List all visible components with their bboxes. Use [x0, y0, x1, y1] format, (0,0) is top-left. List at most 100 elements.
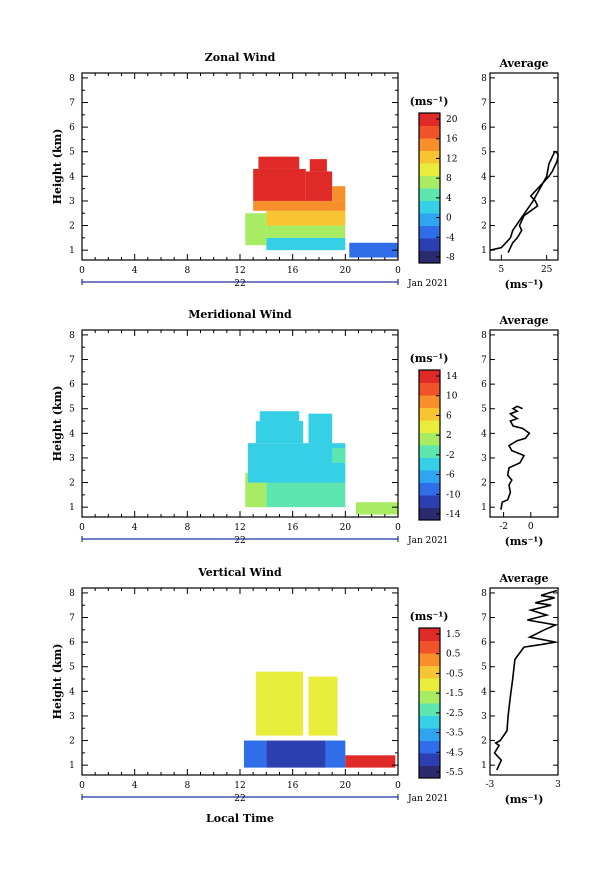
x-tick-label: 8 [184, 781, 190, 791]
average-profile-line [500, 405, 531, 510]
heatmap-cell [345, 755, 396, 768]
heatmap-cell [325, 740, 346, 768]
average-y-tick-label: 1 [481, 761, 487, 771]
average-x-tick-label: 0 [528, 522, 534, 532]
average-x-tick-label: -2 [499, 522, 508, 532]
heatmap-cell [266, 210, 346, 226]
plot-frame [81, 72, 399, 261]
colorbar-swatch [419, 370, 440, 383]
average-y-tick-label: 1 [481, 503, 487, 513]
colorbar-swatch [419, 382, 440, 396]
colorbar-tick-label: -10 [446, 490, 461, 500]
colorbar: 20 16 12 8 4 0 -4 -8 [418, 112, 458, 264]
average-x-label: (ms⁻¹) [505, 535, 544, 548]
y-tick-label: 7 [69, 99, 75, 109]
y-tick-label: 8 [69, 74, 75, 84]
average-y-tick-label: 8 [481, 589, 487, 599]
y-tick-label: 2 [69, 222, 75, 232]
colorbar-swatch [419, 765, 440, 779]
y-tick-label: 7 [69, 356, 75, 366]
x-tick-label: 0 [79, 266, 85, 276]
x-tick-label: 0 [395, 781, 401, 791]
date-label: Jan 2021 [407, 794, 449, 804]
average-x-tick-label: -3 [486, 780, 495, 790]
x-tick-label: 16 [287, 523, 299, 533]
plot-frame [81, 587, 399, 776]
heatmap-cell [332, 186, 346, 201]
y-tick-label: 8 [69, 331, 75, 341]
x-tick-label: 4 [132, 523, 138, 533]
colorbar: 1.5 0.5 -0.5 -1.5 -2.5 -3.5 -4.5 -5.5 [418, 627, 464, 779]
average-y-tick-label: 4 [481, 172, 487, 182]
colorbar-tick-label: -6 [446, 471, 455, 481]
average-frame [489, 587, 559, 776]
x-tick-label: 0 [79, 523, 85, 533]
average-panel: Average 1 2 3 4 5 6 7 8 5 25 (ms⁻¹) [481, 57, 559, 291]
average-x-label: (ms⁻¹) [505, 278, 544, 291]
average-title: Average [498, 572, 548, 585]
colorbar-tick-label: 16 [446, 135, 458, 145]
average-profile-line [493, 589, 559, 771]
heatmap-cell [308, 676, 338, 736]
colorbar-swatch [419, 470, 440, 483]
heatmap-cell [255, 671, 304, 736]
average-x-tick-label: 25 [541, 265, 553, 275]
average-x-tick-label: 3 [555, 780, 561, 790]
y-tick-label: 1 [69, 246, 75, 256]
colorbar-tick-label: 6 [446, 411, 452, 421]
colorbar-swatch [419, 690, 440, 704]
day-label: 22 [234, 279, 245, 289]
x-tick-label: 20 [340, 523, 352, 533]
heatmap-cell [247, 443, 346, 483]
colorbar-swatch [419, 407, 440, 421]
x-tick-label: 20 [340, 266, 352, 276]
average-y-tick-label: 4 [481, 429, 487, 439]
colorbar-tick-label: -0.5 [446, 669, 464, 679]
colorbar-swatch [419, 238, 440, 251]
x-tick-label: 4 [132, 266, 138, 276]
plot-frame [81, 329, 399, 518]
date-label: Jan 2021 [407, 536, 449, 546]
colorbar-swatch [419, 138, 440, 151]
y-tick-label: 1 [69, 503, 75, 513]
heatmap-cell [266, 225, 346, 238]
average-y-tick-label: 7 [481, 99, 487, 109]
colorbar-swatch [419, 445, 440, 458]
colorbar-tick-label: -8 [446, 253, 455, 263]
colorbar-tick-label: 10 [446, 392, 458, 402]
average-frame [489, 329, 559, 518]
colorbar-tick-label: -5.5 [446, 768, 464, 778]
colorbar-tick-label: -1.5 [446, 689, 464, 699]
heatmap-cell [245, 213, 267, 246]
y-axis-label: Height (km) [51, 644, 64, 720]
heatmap-cell [332, 448, 346, 463]
heatmap-cell [305, 171, 333, 201]
date-label: Jan 2021 [407, 279, 449, 289]
colorbar-swatch [419, 703, 440, 716]
colorbar-swatch [419, 482, 440, 496]
colorbar-swatch [419, 653, 440, 666]
average-y-tick-label: 7 [481, 614, 487, 624]
colorbar-swatch [419, 113, 440, 126]
colorbar-tick-label: -4.5 [446, 748, 464, 758]
average-y-tick-label: 3 [481, 712, 487, 722]
y-tick-label: 5 [69, 405, 75, 415]
colorbar-swatch [419, 250, 440, 264]
colorbar-swatch [419, 495, 440, 508]
colorbar-tick-label: -14 [446, 510, 461, 520]
colorbar-swatch [419, 628, 440, 641]
average-y-tick-label: 5 [481, 405, 487, 415]
x-tick-label: 12 [234, 266, 245, 276]
colorbar-unit: (ms⁻¹) [410, 610, 449, 623]
y-tick-label: 3 [69, 712, 75, 722]
heatmap-regions [245, 411, 398, 515]
heatmap-cell [253, 168, 306, 201]
x-tick-label: 0 [79, 781, 85, 791]
colorbar-tick-label: 2 [446, 431, 452, 441]
heatmap-cell [308, 413, 333, 449]
colorbar-tick-label: -2.5 [446, 709, 464, 719]
average-y-tick-label: 3 [481, 197, 487, 207]
average-y-tick-label: 8 [481, 74, 487, 84]
colorbar-tick-label: -2 [446, 451, 455, 461]
